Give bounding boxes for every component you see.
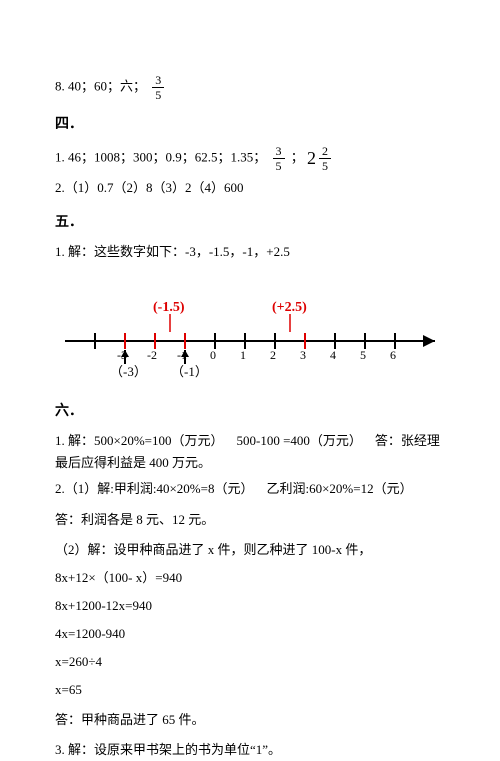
svg-text:（-3）: （-3）: [110, 364, 147, 379]
item-8: 8. 40；60；六； 3 5: [55, 74, 445, 101]
section-5-header: 五．: [55, 211, 445, 235]
svg-text:(+2.5): (+2.5): [272, 300, 307, 315]
sec6-l11: 3. 解：设原来甲书架上的书为单位“1”。: [55, 739, 445, 761]
sec4-line2: 2.（1）0.7（2）8（3）2（4）600: [55, 177, 445, 199]
sec6-l4: （2）解：设甲种商品进了 x 件，则乙种进了 100-x 件，: [55, 539, 445, 561]
svg-text:6: 6: [390, 348, 396, 362]
sec4-line1-a: 1. 46；1008；300；0.9；62.5；1.35；: [55, 149, 266, 164]
section-4-header: 四．: [55, 113, 445, 137]
sec4-line1-sep: ；: [291, 149, 304, 164]
sec6-l7: 4x=1200-940: [55, 623, 445, 645]
sec4-line1-whole: 2: [307, 148, 316, 168]
svg-text:2: 2: [270, 348, 276, 362]
svg-text:0: 0: [210, 348, 216, 362]
svg-text:3: 3: [300, 348, 306, 362]
item-8-fraction: 3 5: [152, 74, 164, 101]
sec6-l10: 答：甲种商品进了 65 件。: [55, 709, 445, 731]
sec6-l1: 1. 解：500×20%=100（万元） 500-100 =400（万元） 答：…: [55, 430, 445, 474]
sec4-line1-frac1: 3 5: [273, 145, 285, 172]
sec6-l9: x=65: [55, 679, 445, 701]
number-line-diagram: -3-2-10123456(-1.5)(+2.5)（-3）（-1）: [55, 281, 445, 388]
sec4-line1: 1. 46；1008；300；0.9；62.5；1.35； 3 5 ； 2 2 …: [55, 143, 445, 174]
svg-text:5: 5: [360, 348, 366, 362]
svg-text:(-1.5): (-1.5): [153, 300, 185, 315]
number-line-svg: -3-2-10123456(-1.5)(+2.5)（-3）（-1）: [55, 281, 450, 381]
sec4-line1-frac2: 2 5: [319, 145, 331, 172]
section-6-header: 六．: [55, 400, 445, 424]
sec5-line1: 1. 解：这些数字如下：-3，-1.5，-1，+2.5: [55, 241, 445, 263]
sec6-l2: 2.（1）解:甲利润:40×20%=8（元） 乙利润:60×20%=12（元）: [55, 478, 445, 500]
sec6-l8: x=260÷4: [55, 651, 445, 673]
sec6-l3: 答：利润各是 8 元、12 元。: [55, 509, 445, 531]
sec6-l5: 8x+12×（100- x）=940: [55, 567, 445, 589]
sec6-l6: 8x+1200-12x=940: [55, 595, 445, 617]
svg-text:4: 4: [330, 348, 336, 362]
svg-text:1: 1: [240, 348, 246, 362]
item-8-text: 8. 40；60；六；: [55, 78, 146, 93]
svg-text:-2: -2: [147, 348, 157, 362]
svg-text:（-1）: （-1）: [171, 364, 208, 379]
